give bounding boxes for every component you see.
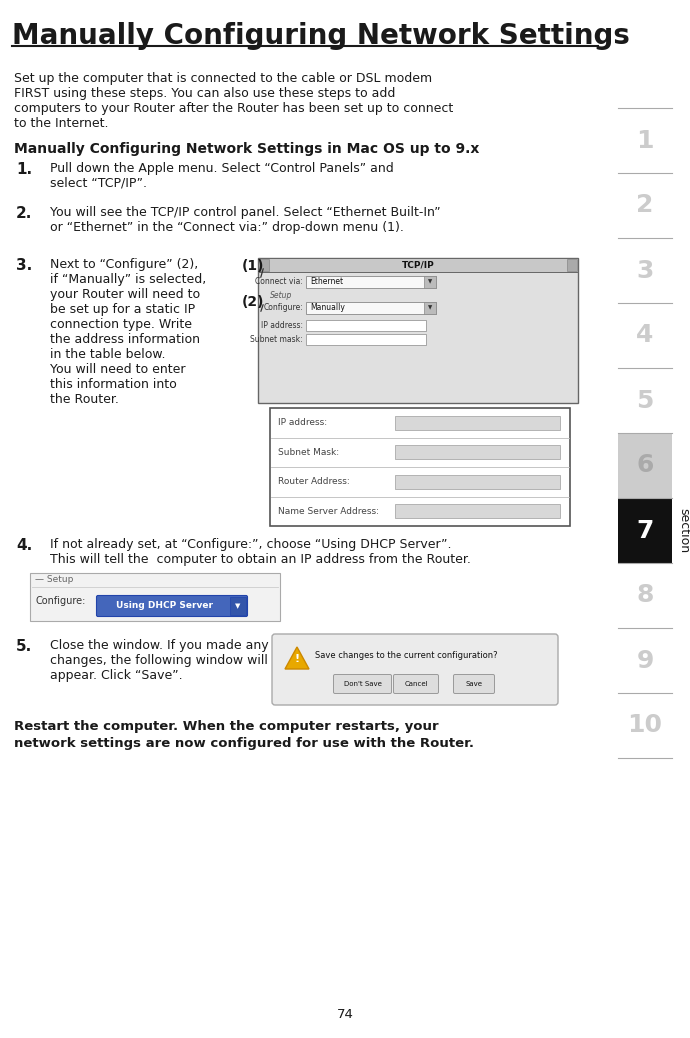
Text: This will tell the  computer to obtain an IP address from the Router.: This will tell the computer to obtain an… (50, 553, 471, 566)
FancyBboxPatch shape (393, 675, 439, 693)
Text: Ethernet: Ethernet (310, 277, 343, 286)
Text: the Router.: the Router. (50, 393, 119, 406)
FancyBboxPatch shape (97, 596, 248, 617)
Bar (567, 260, 577, 271)
Text: 4: 4 (636, 324, 653, 348)
Text: Cancel: Cancel (404, 681, 428, 687)
Text: Close the window. If you made any: Close the window. If you made any (50, 639, 268, 652)
Text: (2): (2) (242, 295, 264, 309)
Text: section: section (678, 508, 690, 553)
Text: ▼: ▼ (428, 305, 432, 310)
Bar (230, 597, 246, 614)
Text: 1: 1 (636, 129, 653, 153)
Text: IP address:: IP address: (261, 321, 303, 330)
Text: connection type. Write: connection type. Write (50, 318, 192, 331)
Text: Configure:: Configure: (264, 303, 303, 312)
Text: 74: 74 (337, 1009, 353, 1021)
Text: if “Manually” is selected,: if “Manually” is selected, (50, 273, 206, 286)
Text: IP address:: IP address: (278, 418, 327, 428)
Bar (306, 302, 436, 315)
Text: this information into: this information into (50, 378, 177, 391)
Text: network settings are now configured for use with the Router.: network settings are now configured for … (14, 737, 474, 750)
Text: your Router will need to: your Router will need to (50, 288, 200, 301)
Bar (395, 504, 560, 518)
Text: be set up for a static IP: be set up for a static IP (50, 303, 195, 316)
Bar (270, 408, 570, 526)
Bar (306, 334, 426, 345)
Text: Save changes to the current configuration?: Save changes to the current configuratio… (315, 651, 497, 660)
Text: Manually Configuring Network Settings: Manually Configuring Network Settings (12, 22, 630, 50)
Text: the address information: the address information (50, 333, 200, 346)
Text: select “TCP/IP”.: select “TCP/IP”. (50, 177, 147, 190)
Bar (395, 445, 560, 459)
Bar (618, 433, 672, 498)
Text: 8: 8 (636, 583, 653, 607)
Bar (424, 276, 436, 288)
Text: Configure:: Configure: (35, 596, 86, 606)
Text: Using DHCP Server: Using DHCP Server (115, 601, 213, 610)
FancyBboxPatch shape (453, 675, 495, 693)
Text: Router Address:: Router Address: (278, 477, 350, 486)
Text: to the Internet.: to the Internet. (14, 117, 108, 130)
Text: in the table below.: in the table below. (50, 348, 166, 361)
Text: ▼: ▼ (428, 279, 432, 284)
Text: 5.: 5. (16, 639, 32, 654)
Text: FIRST using these steps. You can also use these steps to add: FIRST using these steps. You can also us… (14, 87, 395, 100)
Bar (258, 258, 578, 272)
Text: — Setup: — Setup (35, 575, 73, 584)
Text: 9: 9 (636, 649, 653, 673)
Bar (618, 498, 672, 563)
Text: (1): (1) (242, 260, 264, 273)
Text: You will see the TCP/IP control panel. Select “Ethernet Built-In”: You will see the TCP/IP control panel. S… (50, 206, 441, 219)
Text: !: ! (295, 654, 299, 664)
Text: Manually Configuring Network Settings in Mac OS up to 9.x: Manually Configuring Network Settings in… (14, 142, 480, 156)
Text: Next to “Configure” (2),: Next to “Configure” (2), (50, 258, 198, 271)
Text: 3: 3 (636, 258, 653, 282)
Text: 6: 6 (636, 454, 653, 477)
Text: or “Ethernet” in the “Connect via:” drop-down menu (1).: or “Ethernet” in the “Connect via:” drop… (50, 221, 404, 234)
Polygon shape (285, 647, 309, 670)
Text: ▼: ▼ (235, 603, 241, 609)
Text: Connect via:: Connect via: (255, 277, 303, 286)
Text: Setup: Setup (270, 291, 293, 300)
Text: appear. Click “Save”.: appear. Click “Save”. (50, 670, 183, 682)
Text: Don't Save: Don't Save (344, 681, 382, 687)
Text: 4.: 4. (16, 538, 32, 553)
Bar (395, 416, 560, 430)
Text: Name Server Address:: Name Server Address: (278, 507, 379, 516)
Text: 2: 2 (636, 193, 653, 218)
Text: 7: 7 (636, 519, 653, 543)
Text: Restart the computer. When the computer restarts, your: Restart the computer. When the computer … (14, 720, 439, 733)
Text: You will need to enter: You will need to enter (50, 363, 186, 376)
Text: changes, the following window will: changes, the following window will (50, 654, 268, 667)
Text: Save: Save (466, 681, 482, 687)
Bar (306, 320, 426, 331)
Text: Subnet Mask:: Subnet Mask: (278, 447, 339, 457)
Bar (258, 258, 578, 403)
Bar (395, 474, 560, 489)
Bar (424, 302, 436, 315)
Text: Set up the computer that is connected to the cable or DSL modem: Set up the computer that is connected to… (14, 72, 432, 85)
Text: Pull down the Apple menu. Select “Control Panels” and: Pull down the Apple menu. Select “Contro… (50, 162, 394, 175)
Text: 5: 5 (636, 388, 653, 412)
Text: TCP/IP: TCP/IP (402, 261, 435, 270)
FancyBboxPatch shape (333, 675, 391, 693)
Bar (306, 276, 436, 288)
Text: 1.: 1. (16, 162, 32, 177)
Text: Manually: Manually (310, 303, 345, 312)
Text: 3.: 3. (16, 258, 32, 273)
Text: computers to your Router after the Router has been set up to connect: computers to your Router after the Route… (14, 102, 453, 115)
Text: 2.: 2. (16, 206, 32, 221)
Text: Subnet mask:: Subnet mask: (250, 335, 303, 344)
Bar (259, 260, 269, 271)
Text: 10: 10 (627, 713, 662, 738)
Text: If not already set, at “Configure:”, choose “Using DHCP Server”.: If not already set, at “Configure:”, cho… (50, 538, 451, 551)
FancyBboxPatch shape (272, 634, 558, 705)
Bar (30, 573, 280, 621)
